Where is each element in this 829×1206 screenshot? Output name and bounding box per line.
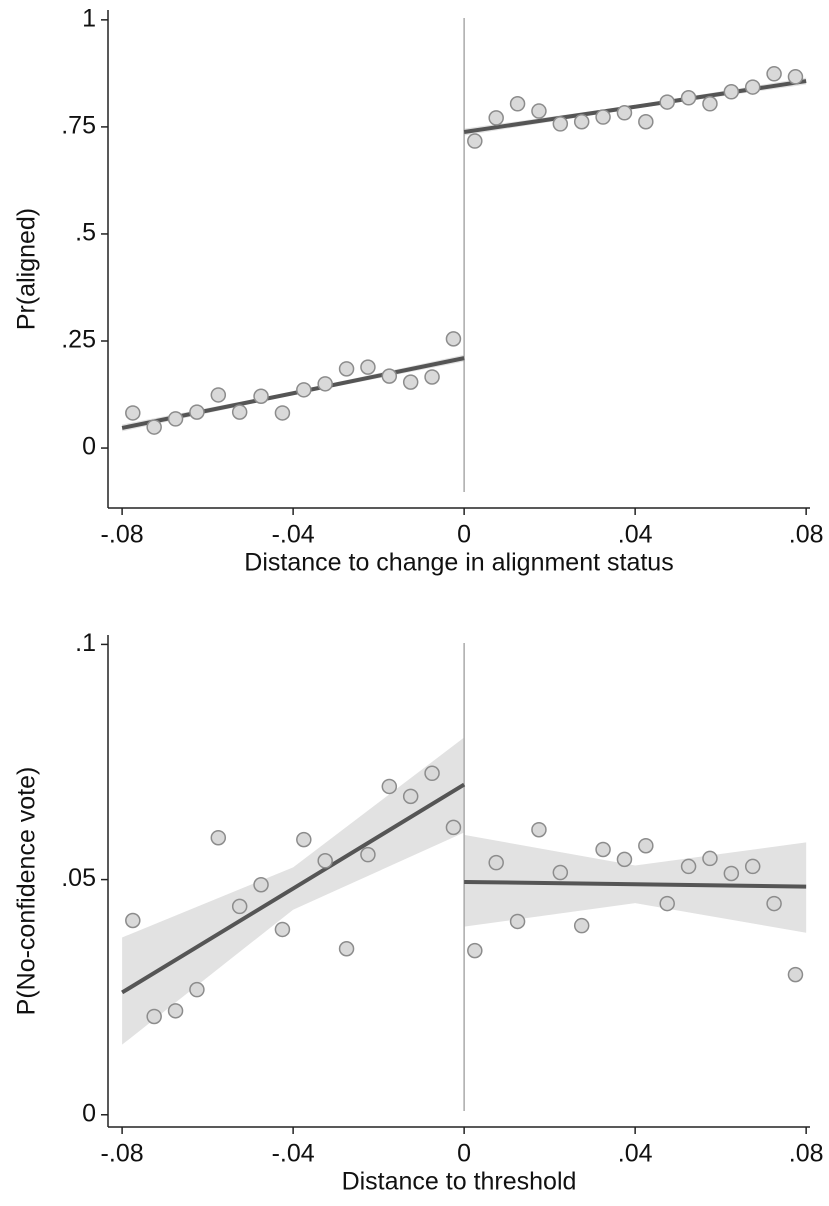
point [296, 831, 312, 848]
point [467, 133, 483, 149]
point [552, 116, 569, 132]
y-tick-label: 0 [82, 433, 96, 461]
x-tick-label: 0 [457, 1140, 471, 1168]
x-tick-label: 0 [457, 521, 471, 549]
point [744, 79, 761, 95]
x-tick-label: .08 [789, 521, 824, 549]
x-axis-title: Distance to change in alignment status [244, 549, 673, 577]
point [167, 1003, 184, 1019]
x-tick-label: -.04 [272, 521, 315, 549]
point [402, 374, 419, 390]
point [381, 778, 398, 795]
confidence-band [122, 737, 465, 1045]
x-tick-label: .08 [789, 1140, 824, 1168]
point [424, 765, 440, 782]
point [231, 898, 248, 915]
point [146, 1008, 162, 1025]
point [723, 84, 740, 100]
x-tick-label: -.04 [272, 1140, 315, 1168]
point [616, 851, 633, 868]
point [125, 912, 141, 929]
point [638, 837, 654, 854]
point [467, 942, 483, 959]
point [296, 382, 312, 398]
point [702, 96, 718, 112]
point [531, 821, 547, 838]
point [338, 361, 355, 377]
point [573, 917, 590, 934]
y-tick-label: .5 [75, 219, 96, 247]
x-tick-label: -.08 [101, 521, 144, 549]
point [766, 66, 782, 82]
fit-line [464, 879, 807, 889]
point [509, 96, 526, 112]
point [231, 404, 248, 420]
point [146, 419, 162, 435]
point [787, 69, 804, 85]
point [744, 858, 761, 875]
point [210, 387, 227, 403]
y-tick-label: 1 [82, 4, 96, 32]
point [210, 829, 227, 846]
point [595, 841, 611, 858]
point [680, 858, 697, 875]
point [445, 331, 462, 347]
x-tick-label: .04 [618, 1140, 653, 1168]
point [488, 110, 504, 126]
point [531, 103, 547, 119]
point [659, 895, 675, 912]
point [274, 921, 291, 938]
point [125, 405, 141, 421]
point [167, 411, 184, 427]
point [189, 404, 205, 420]
point [424, 369, 440, 385]
point [360, 846, 376, 863]
point [573, 114, 590, 130]
point [253, 877, 269, 893]
point [595, 109, 611, 125]
point [253, 388, 269, 404]
point [659, 94, 675, 110]
point [552, 864, 569, 881]
y-tick-label: .25 [61, 326, 96, 354]
point [445, 819, 462, 836]
y-tick-label: .05 [61, 864, 96, 892]
point [616, 105, 633, 121]
point [766, 895, 782, 912]
point [509, 913, 526, 930]
point [317, 376, 333, 392]
y-tick-label: 0 [82, 1099, 96, 1127]
point [787, 966, 804, 983]
y-axis-title: P(No-confidence vote) [13, 767, 41, 1016]
y-tick-label: .1 [75, 629, 96, 657]
y-axis-title: Pr(aligned) [13, 208, 41, 330]
point [702, 850, 718, 867]
point [189, 981, 205, 998]
x-tick-label: -.08 [101, 1140, 144, 1168]
x-tick-label: .04 [618, 521, 653, 549]
point [488, 854, 504, 871]
fit-line [121, 782, 466, 995]
point [402, 788, 419, 805]
point [338, 940, 355, 957]
point [317, 853, 333, 869]
x-axis-title: Distance to threshold [342, 1168, 577, 1196]
point [638, 114, 654, 130]
y-tick-label: .75 [61, 112, 96, 140]
point [680, 90, 697, 106]
point [360, 359, 376, 375]
point [381, 368, 398, 384]
point [274, 405, 291, 421]
point [723, 865, 740, 882]
